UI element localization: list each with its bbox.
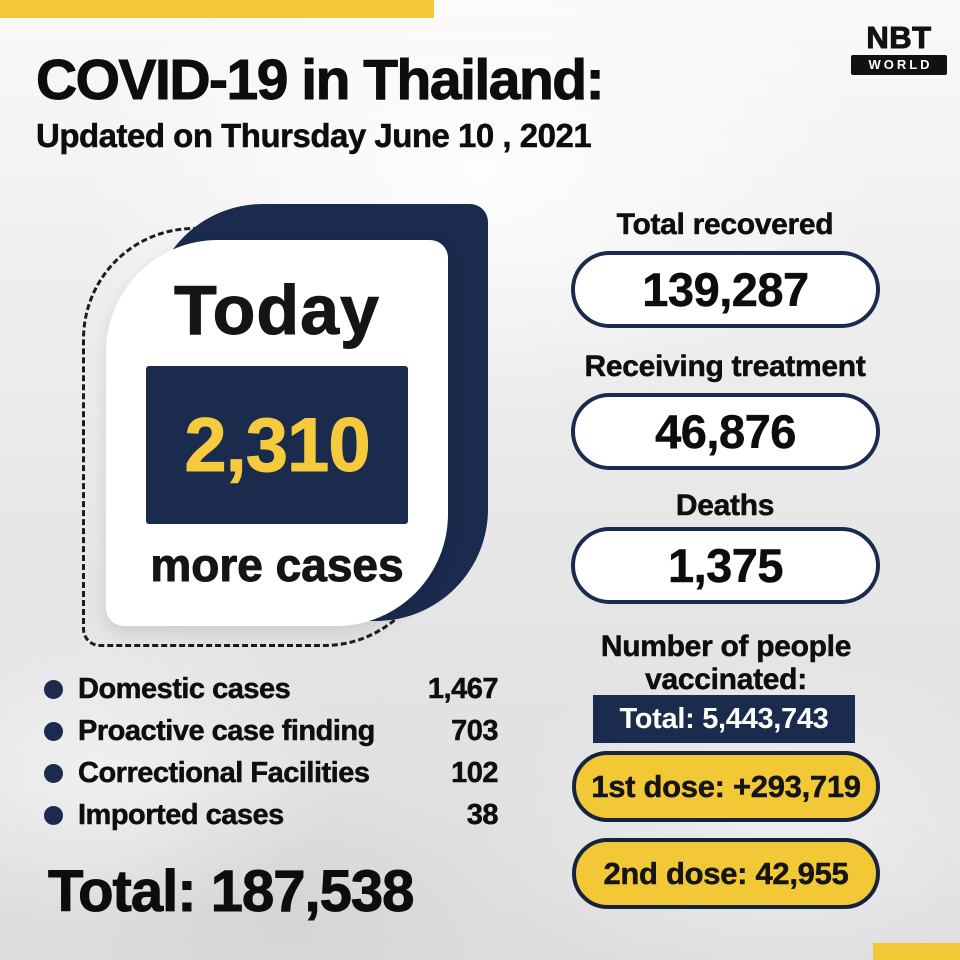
vaccination-dose-1: 1st dose: +293,719 [572, 751, 880, 822]
breakdown-value: 703 [451, 714, 499, 747]
breakdown-value: 38 [466, 798, 498, 831]
breakdown-label: Imported cases [78, 798, 285, 831]
top-accent-bar [0, 0, 434, 18]
grand-total: Total: 187,538 [48, 858, 415, 925]
today-value-box: 2,310 [146, 366, 408, 524]
breakdown-value: 102 [451, 756, 499, 789]
breakdown-value: 1,467 [427, 672, 499, 705]
bottom-right-accent [873, 943, 960, 960]
today-card: Today 2,310 more cases [106, 240, 448, 626]
page-title: COVID-19 in Thailand: [35, 48, 605, 112]
breakdown-label: Correctional Facilities [78, 756, 371, 789]
nbt-world-logo: NBT WORLD [851, 22, 947, 75]
stat-value-recovered: 139,287 [571, 251, 880, 328]
bullet-icon [44, 805, 63, 825]
case-breakdown-list: Domestic cases 1,467 Proactive case find… [44, 668, 499, 836]
stat-value-treatment: 46,876 [571, 393, 880, 470]
today-new-cases: 2,310 [184, 402, 371, 488]
breakdown-row-correctional: Correctional Facilities 102 [44, 752, 499, 794]
stat-label-treatment: Receiving treatment [584, 350, 866, 384]
page-subtitle: Updated on Thursday June 10 , 2021 [36, 117, 592, 155]
stat-value-deaths: 1,375 [571, 527, 880, 604]
vaccination-total: Total: 5,443,743 [593, 695, 855, 743]
vaccination-heading: Number of people vaccinated: [600, 630, 852, 697]
breakdown-row-imported: Imported cases 38 [44, 794, 499, 836]
bullet-icon [44, 679, 63, 699]
logo-world-text: WORLD [851, 55, 947, 75]
bullet-icon [44, 763, 63, 783]
breakdown-label: Proactive case finding [78, 714, 376, 747]
breakdown-label: Domestic cases [78, 672, 291, 705]
grand-total-value: 187,538 [210, 859, 415, 925]
stat-label-deaths: Deaths [675, 489, 775, 523]
grand-total-label: Total: [48, 859, 198, 925]
breakdown-row-domestic: Domestic cases 1,467 [44, 668, 499, 710]
stat-label-recovered: Total recovered [616, 208, 834, 242]
vaccination-dose-2: 2nd dose: 42,955 [572, 838, 880, 909]
bullet-icon [44, 721, 63, 741]
today-label: Today [174, 271, 380, 350]
breakdown-row-proactive: Proactive case finding 703 [44, 710, 499, 752]
today-caption: more cases [150, 539, 404, 592]
logo-nbt-text: NBT [866, 20, 932, 55]
